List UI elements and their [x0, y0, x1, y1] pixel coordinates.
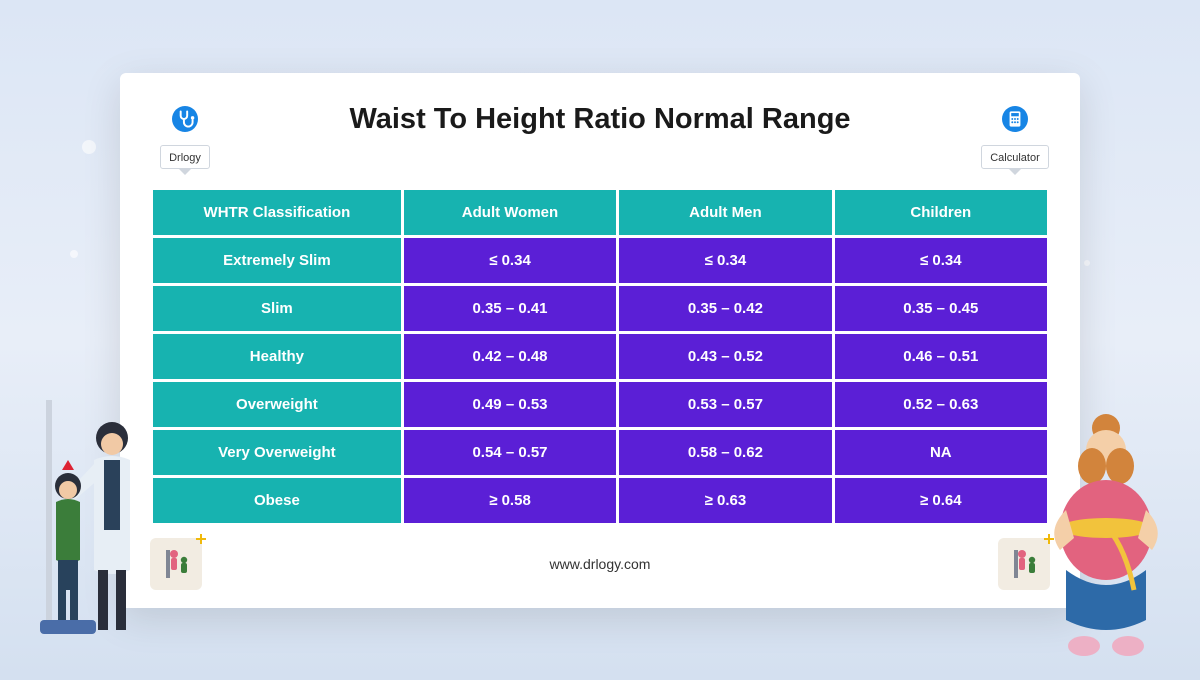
whtr-table: WHTR ClassificationAdult WomenAdult MenC…	[150, 187, 1050, 526]
row-label-cell: Very Overweight	[153, 430, 401, 475]
data-cell: 0.42 – 0.48	[404, 334, 616, 379]
table-row: Very Overweight0.54 – 0.570.58 – 0.62NA	[153, 430, 1047, 475]
page-title: Waist To Height Ratio Normal Range	[220, 103, 980, 136]
data-cell: ≥ 0.63	[619, 478, 831, 523]
data-cell: NA	[835, 430, 1047, 475]
data-cell: ≤ 0.34	[404, 238, 616, 283]
header-row: Drlogy Waist To Height Ratio Normal Rang…	[150, 97, 1050, 169]
table-header-cell: Adult Men	[619, 190, 831, 235]
row-label-cell: Slim	[153, 286, 401, 331]
page-title-wrap: Waist To Height Ratio Normal Range	[220, 103, 980, 136]
table-row: Obese≥ 0.58≥ 0.63≥ 0.64	[153, 478, 1047, 523]
table-header-cell: WHTR Classification	[153, 190, 401, 235]
calculator-label: Calculator	[990, 152, 1040, 164]
calculator-icon	[993, 97, 1037, 141]
doctor-measuring-illustration-icon	[20, 400, 160, 660]
row-label-cell: Obese	[153, 478, 401, 523]
stethoscope-icon	[163, 97, 207, 141]
table-row: Extremely Slim≤ 0.34≤ 0.34≤ 0.34	[153, 238, 1047, 283]
table-header-row: WHTR ClassificationAdult WomenAdult MenC…	[153, 190, 1047, 235]
data-cell: 0.35 – 0.45	[835, 286, 1047, 331]
row-label-cell: Extremely Slim	[153, 238, 401, 283]
data-cell: 0.35 – 0.42	[619, 286, 831, 331]
brand-badge: Drlogy	[150, 97, 220, 169]
calculator-badge: Calculator	[980, 97, 1050, 169]
table-header-cell: Adult Women	[404, 190, 616, 235]
calculator-label-box: Calculator	[981, 145, 1049, 169]
footer-row: www.drlogy.com	[150, 538, 1050, 590]
brand-label-box: Drlogy	[160, 145, 210, 169]
table-header-cell: Children	[835, 190, 1047, 235]
table-row: Healthy0.42 – 0.480.43 – 0.520.46 – 0.51	[153, 334, 1047, 379]
table-row: Overweight0.49 – 0.530.53 – 0.570.52 – 0…	[153, 382, 1047, 427]
data-cell: ≥ 0.64	[835, 478, 1047, 523]
data-cell: 0.58 – 0.62	[619, 430, 831, 475]
row-label-cell: Healthy	[153, 334, 401, 379]
data-cell: 0.49 – 0.53	[404, 382, 616, 427]
data-cell: 0.46 – 0.51	[835, 334, 1047, 379]
data-cell: 0.43 – 0.52	[619, 334, 831, 379]
data-cell: 0.53 – 0.57	[619, 382, 831, 427]
data-cell: ≤ 0.34	[835, 238, 1047, 283]
data-cell: ≥ 0.58	[404, 478, 616, 523]
table-body: Extremely Slim≤ 0.34≤ 0.34≤ 0.34Slim0.35…	[153, 238, 1047, 523]
brand-label: Drlogy	[169, 152, 201, 164]
waist-measure-illustration-icon	[1026, 400, 1186, 660]
data-cell: ≤ 0.34	[619, 238, 831, 283]
data-cell: 0.54 – 0.57	[404, 430, 616, 475]
table-row: Slim0.35 – 0.410.35 – 0.420.35 – 0.45	[153, 286, 1047, 331]
info-card: Drlogy Waist To Height Ratio Normal Rang…	[120, 73, 1080, 608]
footer-url: www.drlogy.com	[550, 556, 651, 572]
row-label-cell: Overweight	[153, 382, 401, 427]
data-cell: 0.35 – 0.41	[404, 286, 616, 331]
data-cell: 0.52 – 0.63	[835, 382, 1047, 427]
